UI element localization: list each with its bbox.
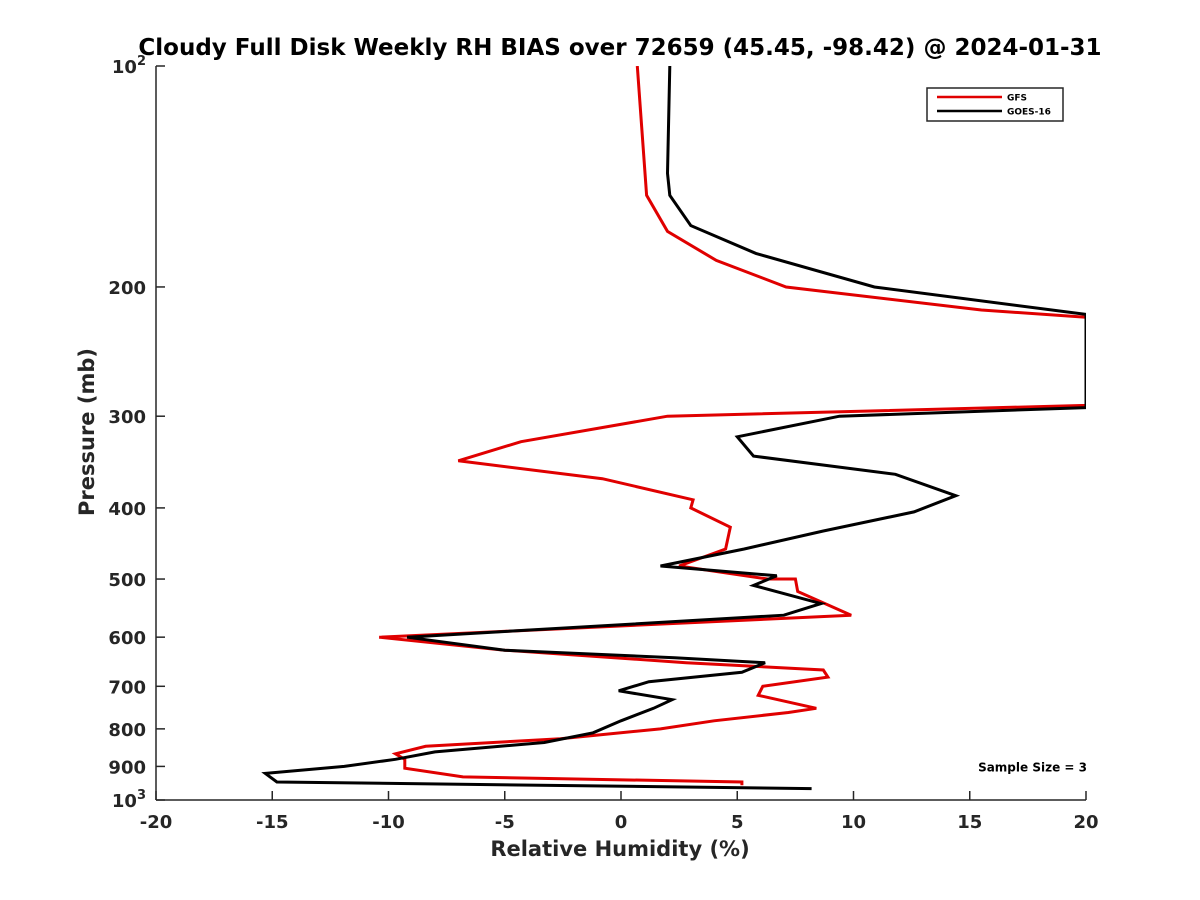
x-tick-label: 0	[615, 812, 628, 833]
sample-size-annotation: Sample Size = 3	[978, 760, 1087, 774]
y-tick-label: 600	[108, 628, 146, 649]
y-tick-label: 200	[108, 278, 146, 299]
y-tick-label: 103	[112, 788, 146, 812]
legend: GFS GOES-16	[926, 87, 1064, 122]
y-ticks: 102 200 300 400 500 600 700 800 900 103	[108, 54, 165, 812]
x-axis-label: Relative Humidity (%)	[490, 837, 749, 861]
x-tick-label: -20	[140, 812, 173, 833]
x-tick-label: 20	[1073, 812, 1098, 833]
chart-title: Cloudy Full Disk Weekly RH BIAS over 726…	[138, 35, 1101, 61]
x-tick-label: -5	[495, 812, 515, 833]
series-line-goes-16	[261, 66, 1086, 791]
x-tick-label: 5	[731, 812, 744, 833]
y-tick-label: 102	[112, 54, 146, 78]
legend-box	[926, 87, 1064, 122]
x-ticks: -20 -15 -10 -5 0 5 10 15 20	[140, 791, 1099, 833]
annotations: Sample Size = 3	[978, 760, 1087, 774]
x-tick-label: -15	[256, 812, 289, 833]
x-tick-label: -10	[372, 812, 405, 833]
y-tick-label: 700	[108, 677, 146, 698]
x-tick-label: 10	[841, 812, 866, 833]
x-tick-label: 15	[957, 812, 982, 833]
series-line-gfs	[379, 66, 1086, 786]
legend-label: GOES-16	[1007, 108, 1051, 118]
legend-label: GFS	[1007, 94, 1027, 104]
y-tick-label: 300	[108, 407, 146, 428]
y-tick-label: 900	[108, 757, 146, 778]
y-tick-label: 800	[108, 720, 146, 741]
y-axis-label: Pressure (mb)	[75, 348, 99, 516]
y-tick-label: 400	[108, 499, 146, 520]
series-layer	[261, 66, 1086, 791]
y-tick-label: 500	[108, 570, 146, 591]
